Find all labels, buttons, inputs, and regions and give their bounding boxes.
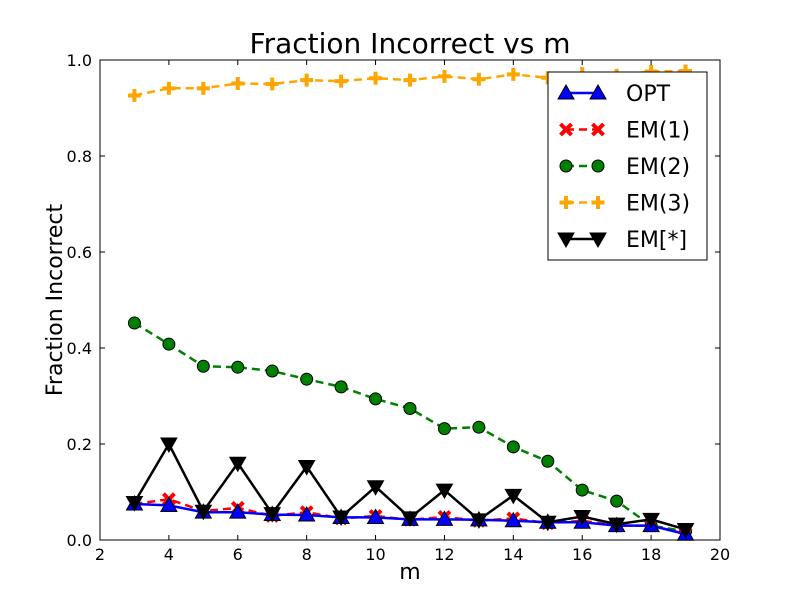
data-point-em-3 (403, 73, 417, 87)
x-tick-label: 2 (95, 545, 105, 564)
x-tick-label: 10 (365, 545, 385, 564)
data-point-opt (366, 508, 385, 524)
data-point-em (401, 511, 419, 527)
legend-entry-em-3: EM(3) (559, 192, 690, 217)
x-tick-label: 6 (233, 545, 243, 564)
data-point-em-3 (162, 81, 176, 95)
data-point-em-2 (506, 440, 520, 454)
x-tick-label: 16 (572, 545, 592, 564)
x-axis-title: m (399, 560, 420, 585)
data-point-em-3 (196, 81, 210, 95)
legend-marker (559, 159, 573, 173)
data-point-em (263, 507, 282, 523)
data-point-em (366, 480, 385, 496)
data-point-em (470, 513, 488, 529)
legend: OPT EM(1) EM(2) EM(3) EM[*] (547, 71, 708, 261)
data-point-em (642, 512, 660, 529)
data-point-em (160, 437, 178, 454)
data-point-em-2 (472, 420, 486, 434)
legend-entry-em-2: EM(2) (559, 155, 690, 180)
data-point-em (435, 483, 454, 500)
data-point-em-3 (127, 89, 141, 103)
data-point-em-2 (403, 401, 417, 415)
legend-marker (557, 83, 575, 100)
data-point-em-2 (437, 422, 451, 436)
y-tick-label: 0.2 (67, 435, 92, 454)
x-tick-label: 20 (710, 545, 730, 564)
legend-box (547, 71, 708, 261)
y-tick-label: 0.6 (67, 243, 92, 262)
data-point-em-2 (231, 360, 245, 374)
x-tick-label: 12 (434, 545, 454, 564)
data-point-em-3 (334, 74, 348, 88)
legend-label: OPT (626, 82, 671, 107)
legend-entry-em: EM[*] (557, 228, 687, 253)
legend-marker (557, 232, 575, 249)
data-point-em-3 (472, 72, 486, 86)
legend-label: EM(2) (626, 155, 690, 180)
legend-label: EM(1) (626, 119, 690, 144)
x-tick-label: 8 (302, 545, 312, 564)
legend-entry-em-1: EM(1) (559, 119, 690, 144)
legend-label: EM(3) (626, 192, 690, 217)
data-point-em-3 (506, 67, 520, 81)
chart-title: Fraction Incorrect vs m (250, 27, 571, 60)
data-point-em (125, 496, 144, 512)
data-point-em-3 (265, 77, 279, 91)
data-point-em (332, 510, 350, 526)
legend-marker (591, 122, 605, 137)
series-em (125, 437, 695, 539)
data-point-em-2 (334, 380, 348, 394)
ticks-layer: 2 4 6 8 10 12 14 16 18 20 0.0 0.2 0.4 0.6 0.8 1.0 (67, 51, 731, 564)
data-point-em-2 (369, 392, 383, 406)
legend-marker (591, 196, 605, 209)
data-point-em-2 (196, 359, 210, 373)
data-point-em-2 (162, 337, 176, 351)
data-point-opt (228, 503, 247, 519)
legend-marker (559, 196, 573, 209)
plot-frame (99, 59, 721, 541)
data-point-opt (160, 496, 178, 512)
data-point-em (538, 515, 557, 532)
legend-entry-opt: OPT (557, 82, 671, 107)
legend-marker (589, 83, 607, 100)
y-tick-label: 0.0 (67, 531, 92, 550)
y-axis-title: Fraction Incorrect (43, 203, 68, 396)
data-point-em (573, 509, 592, 526)
data-point-em-2 (265, 364, 279, 378)
legend-label: EM[*] (626, 228, 687, 253)
series-layer (125, 64, 695, 541)
data-point-em-2 (127, 316, 141, 330)
y-tick-label: 1.0 (67, 51, 92, 70)
data-point-em (228, 456, 247, 473)
legend-marker (591, 159, 605, 173)
data-point-opt (504, 511, 523, 528)
y-tick-label: 0.4 (67, 339, 92, 358)
y-tick-label: 0.8 (67, 147, 92, 166)
data-point-em (676, 522, 695, 539)
x-tick-label: 4 (164, 545, 174, 564)
data-point-em-2 (300, 372, 314, 386)
x-tick-label: 18 (641, 545, 661, 564)
data-point-em-3 (300, 73, 314, 87)
data-point-em-2 (610, 494, 624, 508)
data-point-em-2 (541, 454, 555, 468)
data-point-em-2 (575, 483, 589, 497)
x-tick-label: 14 (503, 545, 523, 564)
data-point-em-3 (369, 71, 383, 85)
data-point-em (504, 488, 523, 505)
data-point-opt (297, 506, 316, 522)
data-point-opt (435, 510, 454, 526)
data-point-em-3 (231, 77, 245, 91)
legend-marker (559, 122, 573, 137)
data-point-em (297, 460, 316, 476)
data-point-em-3 (437, 69, 451, 83)
data-point-em (607, 517, 626, 534)
data-point-em (194, 504, 213, 521)
legend-marker (589, 232, 607, 249)
